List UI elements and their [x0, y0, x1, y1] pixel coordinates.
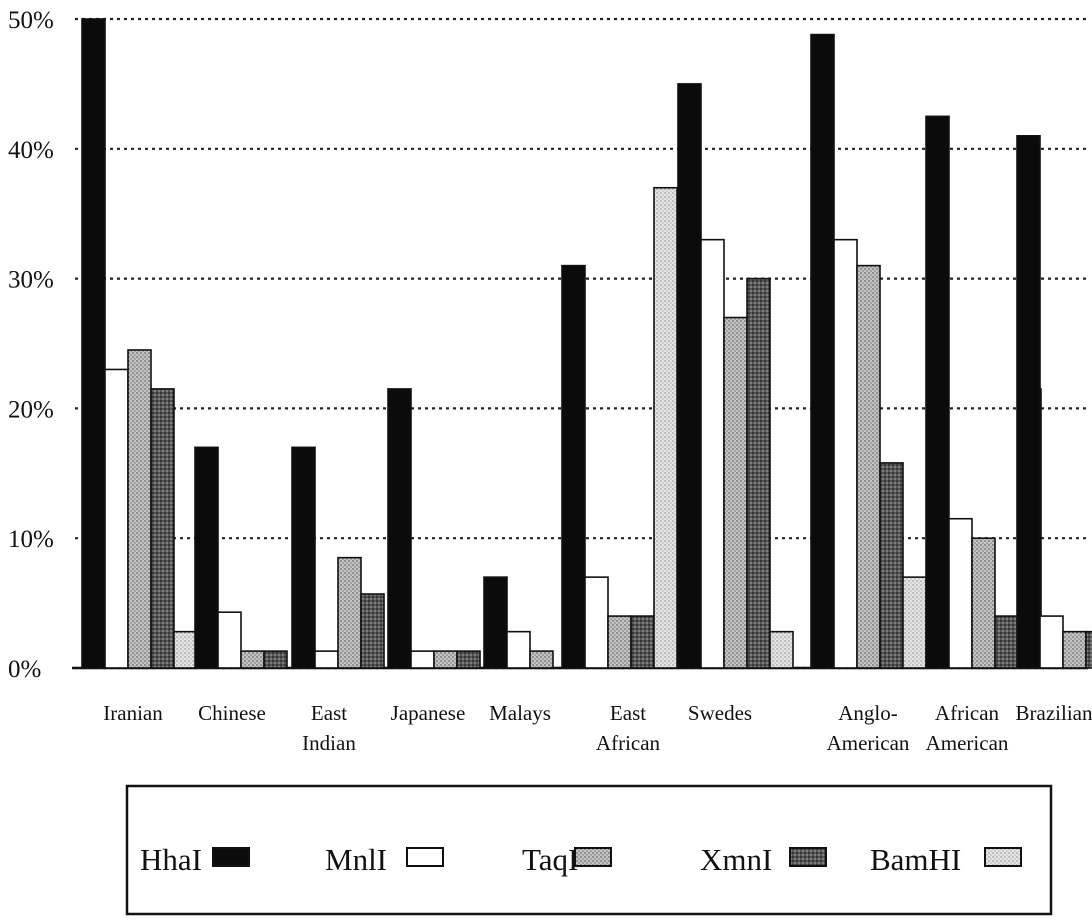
y-tick-label: 0% — [8, 656, 41, 683]
y-axis-ticks: 0% 10% 20% 30% 40% 50% — [8, 7, 54, 683]
bar-mnli-east-indian — [314, 650, 339, 669]
legend-swatch — [984, 847, 1022, 867]
bar-xmni-african-american — [994, 615, 1019, 669]
bar-xmni-east-african — [630, 615, 655, 669]
bar-mnli-malays — [506, 630, 531, 669]
bar-taqi-chinese — [240, 650, 265, 669]
legend-swatch — [406, 847, 444, 867]
category-label: Malays — [489, 701, 551, 725]
bar-mnli-chinese — [217, 611, 242, 669]
bar-bamhi-east-african — [653, 186, 678, 669]
bar-mnli-east-african — [584, 576, 609, 669]
legend-label: TaqI — [522, 842, 578, 877]
legend-swatch — [789, 847, 827, 867]
y-tick-label: 50% — [8, 7, 54, 34]
bar-taqi-japanese — [433, 650, 458, 669]
category-label: East — [610, 701, 646, 725]
bar-mnli-swedes — [700, 238, 725, 669]
y-tick-label: 20% — [8, 396, 54, 423]
bar-xmni-anglo--american — [879, 462, 904, 669]
category-label: Brazilian — [1016, 701, 1092, 725]
bar-taqi-east-african — [607, 615, 632, 669]
bar-taqi-east-indian — [337, 556, 362, 669]
bar-taqi-malays — [529, 650, 554, 669]
bar-taqi-swedes — [723, 316, 748, 669]
legend-label: XmnI — [700, 842, 772, 877]
bar-taqi-brazilian — [1062, 630, 1087, 669]
bar-hhai-japanese — [387, 388, 412, 669]
legend-label: HhaI — [140, 842, 202, 877]
category-label: American — [827, 731, 910, 755]
bar-hhai-anglo--american — [810, 33, 835, 669]
bar-xmni-japanese — [456, 650, 481, 669]
bar-hhai-african-american — [925, 115, 950, 669]
bar-hhai-east-indian — [291, 446, 316, 669]
legend-swatch — [212, 847, 250, 867]
bar-xmni-swedes — [746, 277, 771, 669]
legend: HhaI MnlI TaqI XmnI BamHI — [125, 784, 1053, 916]
bar-taqi-african-american — [971, 537, 996, 669]
y-tick-label: 30% — [8, 267, 54, 294]
bar-xmni-brazilian — [1085, 630, 1092, 669]
category-label: East — [311, 701, 347, 725]
bar-mnli-brazilian — [1039, 615, 1064, 669]
bar-hhai-east-african — [561, 264, 586, 669]
category-label: Indian — [302, 731, 356, 755]
bar-hhai-malays — [483, 576, 508, 669]
bar-hhai-iranian — [81, 18, 106, 669]
bar-hhai-swedes — [677, 83, 702, 669]
category-label: Chinese — [198, 701, 266, 725]
bars — [81, 18, 1092, 669]
bar-hhai-chinese — [194, 446, 219, 669]
bar-mnli-iranian — [104, 368, 129, 669]
y-tick-label: 40% — [8, 137, 54, 164]
bar-mnli-japanese — [410, 650, 435, 669]
bar-xmni-east-indian — [360, 593, 385, 669]
bar-xmni-iranian — [150, 388, 175, 669]
bar-taqi-iranian — [127, 349, 152, 669]
bar-xmni-chinese — [263, 650, 288, 669]
category-label: African — [935, 701, 1000, 725]
bar-bamhi-iranian — [173, 630, 198, 669]
bar-taqi-anglo--american — [856, 264, 881, 669]
category-label: Swedes — [688, 701, 752, 725]
bar-hhai-brazilian — [1016, 135, 1041, 669]
bar-bamhi-swedes — [769, 630, 794, 669]
x-axis-categories: Iranian Chinese East Indian Japanese Malays Ea… — [103, 701, 1092, 755]
category-label: Japanese — [391, 701, 466, 725]
category-label: American — [926, 731, 1009, 755]
bar-mnli-anglo--american — [833, 238, 858, 669]
legend-label: BamHI — [870, 842, 961, 877]
category-label: African — [596, 731, 661, 755]
category-label: Anglo- — [838, 701, 898, 725]
y-tick-label: 10% — [8, 526, 54, 553]
legend-swatch — [574, 847, 612, 867]
category-label: Iranian — [103, 701, 163, 725]
legend-label: MnlI — [325, 842, 387, 877]
bar-bamhi-anglo--american — [902, 576, 927, 669]
bar-mnli-african-american — [948, 517, 973, 669]
